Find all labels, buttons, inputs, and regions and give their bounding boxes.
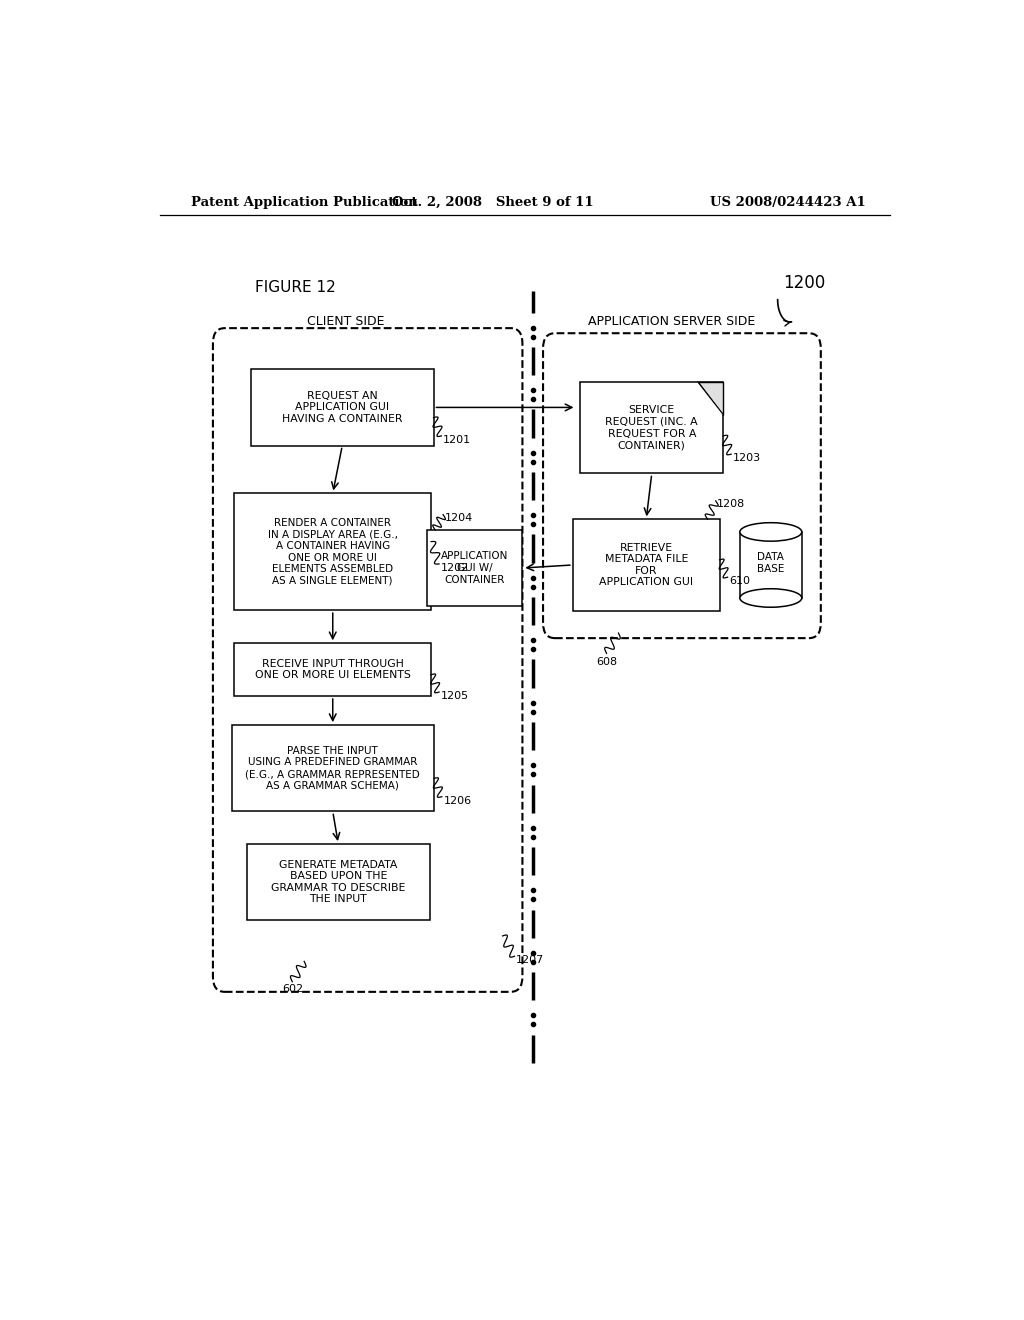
- Text: 1204: 1204: [444, 512, 473, 523]
- FancyBboxPatch shape: [427, 529, 522, 606]
- Text: APPLICATION SERVER SIDE: APPLICATION SERVER SIDE: [588, 314, 756, 327]
- Ellipse shape: [740, 523, 802, 541]
- FancyBboxPatch shape: [581, 381, 723, 474]
- Text: Patent Application Publication: Patent Application Publication: [191, 195, 418, 209]
- FancyBboxPatch shape: [251, 370, 433, 446]
- Polygon shape: [697, 381, 723, 414]
- Text: GENERATE METADATA
BASED UPON THE
GRAMMAR TO DESCRIBE
THE INPUT: GENERATE METADATA BASED UPON THE GRAMMAR…: [271, 859, 406, 904]
- Text: 608: 608: [596, 656, 617, 667]
- Ellipse shape: [740, 589, 802, 607]
- Text: US 2008/0244423 A1: US 2008/0244423 A1: [711, 195, 866, 209]
- Text: PARSE THE INPUT
USING A PREDEFINED GRAMMAR
(E.G., A GRAMMAR REPRESENTED
AS A GRA: PARSE THE INPUT USING A PREDEFINED GRAMM…: [246, 746, 420, 791]
- Text: DATA
BASE: DATA BASE: [757, 552, 784, 574]
- Text: 1201: 1201: [443, 436, 471, 445]
- FancyBboxPatch shape: [234, 643, 431, 696]
- Text: RECEIVE INPUT THROUGH
ONE OR MORE UI ELEMENTS: RECEIVE INPUT THROUGH ONE OR MORE UI ELE…: [255, 659, 411, 680]
- Text: REQUEST AN
APPLICATION GUI
HAVING A CONTAINER: REQUEST AN APPLICATION GUI HAVING A CONT…: [282, 391, 402, 424]
- Text: SERVICE
REQUEST (INC. A
REQUEST FOR A
CONTAINER): SERVICE REQUEST (INC. A REQUEST FOR A CO…: [605, 405, 698, 450]
- Text: 602: 602: [282, 983, 303, 994]
- Text: 1208: 1208: [717, 499, 745, 510]
- Text: APPLICATION
GUI W/
CONTAINER: APPLICATION GUI W/ CONTAINER: [441, 552, 509, 585]
- Text: CLIENT SIDE: CLIENT SIDE: [307, 314, 385, 327]
- Text: 1200: 1200: [783, 275, 825, 293]
- Text: 610: 610: [729, 577, 751, 586]
- Text: 1203: 1203: [733, 453, 761, 463]
- Text: 1206: 1206: [443, 796, 472, 805]
- Polygon shape: [697, 381, 723, 414]
- Text: 1202: 1202: [440, 564, 469, 573]
- Text: 1205: 1205: [440, 692, 469, 701]
- Text: 1207: 1207: [516, 956, 545, 965]
- FancyBboxPatch shape: [247, 843, 430, 920]
- FancyBboxPatch shape: [234, 494, 431, 610]
- Bar: [740, 532, 802, 598]
- Text: RETRIEVE
METADATA FILE
FOR
APPLICATION GUI: RETRIEVE METADATA FILE FOR APPLICATION G…: [599, 543, 693, 587]
- FancyBboxPatch shape: [572, 519, 720, 611]
- Text: RENDER A CONTAINER
IN A DISPLAY AREA (E.G.,
A CONTAINER HAVING
ONE OR MORE UI
EL: RENDER A CONTAINER IN A DISPLAY AREA (E.…: [267, 517, 397, 586]
- FancyBboxPatch shape: [231, 725, 434, 812]
- Text: Oct. 2, 2008   Sheet 9 of 11: Oct. 2, 2008 Sheet 9 of 11: [392, 195, 594, 209]
- Text: FIGURE 12: FIGURE 12: [255, 280, 336, 294]
